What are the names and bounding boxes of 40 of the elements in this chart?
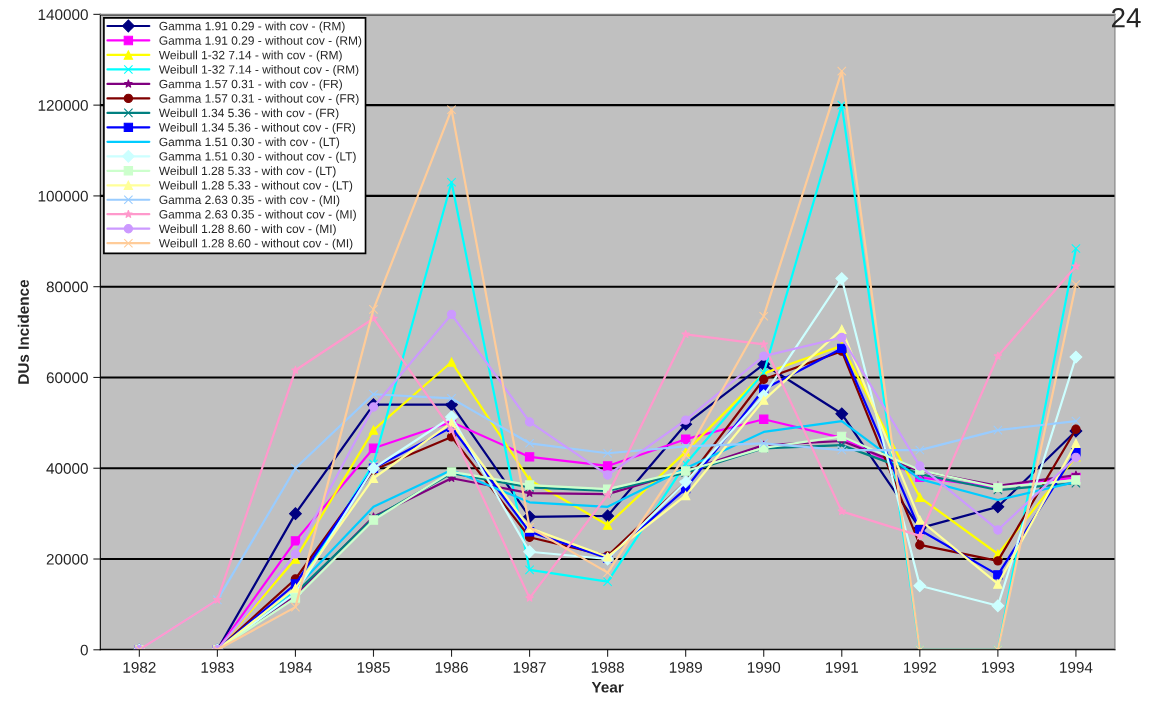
x-tick-label: 1988 (591, 662, 624, 673)
legend-label: Gamma 1.51 0.30 - with cov - (LT) (159, 137, 340, 149)
legend-label: Gamma 1.57 0.31 - without cov - (FR) (159, 93, 359, 106)
y-tick-label: 0 (80, 644, 88, 656)
legend-label: Weibull 1.28 5.33 - with cov - (LT) (158, 166, 336, 178)
y-tick-label: 140000 (38, 9, 88, 21)
legend-label: Weibull 1.28 8.60 - with cov - (MI) (158, 224, 336, 236)
legend-label: Gamma 2.63 0.35 - without cov - (MI) (159, 209, 356, 221)
y-tick-label: 120000 (38, 100, 88, 111)
x-tick-label: 1993 (982, 662, 1015, 673)
legend-label: Weibull 1-32 7.14 - without cov - (RM) (158, 64, 359, 77)
y-tick-label: 100000 (38, 190, 88, 202)
y-tick-label: 60000 (46, 372, 88, 384)
legend-label: Weibull 1.34 5.36 - with cov - (FR) (158, 108, 339, 120)
y-tick-label: 40000 (46, 463, 88, 474)
x-tick-label: 1991 (825, 662, 859, 673)
x-tick-label: 1982 (123, 662, 156, 673)
x-tick-label: 1989 (669, 662, 702, 673)
y-axis-title: DUs Incidence (17, 279, 29, 384)
y-tick-label: 20000 (46, 553, 88, 565)
legend-label: Weibull 1-32 7.14 - with cov - (RM) (158, 50, 342, 62)
legend-label: Weibull 1.34 5.36 - without cov - (FR) (158, 122, 356, 135)
x-tick-label: 1992 (904, 662, 937, 673)
x-tick-label: 1990 (747, 662, 781, 673)
x-tick-label: 1984 (279, 662, 312, 673)
legend-label: Gamma 1.57 0.31 - with cov - (FR) (159, 79, 342, 91)
x-tick-label: 1983 (201, 662, 234, 673)
x-tick-label: 1987 (513, 662, 546, 673)
legend-label: Weibull 1.28 5.33 - without cov - (LT) (158, 180, 353, 192)
x-tick-label: 1994 (1060, 662, 1093, 673)
legend-label: Gamma 2.63 0.35 - with cov - (MI) (159, 195, 340, 207)
legend-label: Gamma 1.91 0.29 - without cov - (RM) (159, 36, 362, 48)
annotation: 24 (1111, 7, 1141, 28)
legend-label: Gamma 1.91 0.29 - with cov - (RM) (159, 21, 345, 33)
legend-label: Weibull 1.28 8.60 - without cov - (MI) (158, 238, 353, 250)
x-tick-label: 1985 (357, 662, 390, 673)
y-tick-label: 80000 (46, 281, 88, 293)
x-tick-label: 1986 (435, 662, 468, 673)
x-axis-title: Year (591, 681, 624, 693)
legend-label: Gamma 1.51 0.30 - without cov - (LT) (159, 151, 356, 163)
